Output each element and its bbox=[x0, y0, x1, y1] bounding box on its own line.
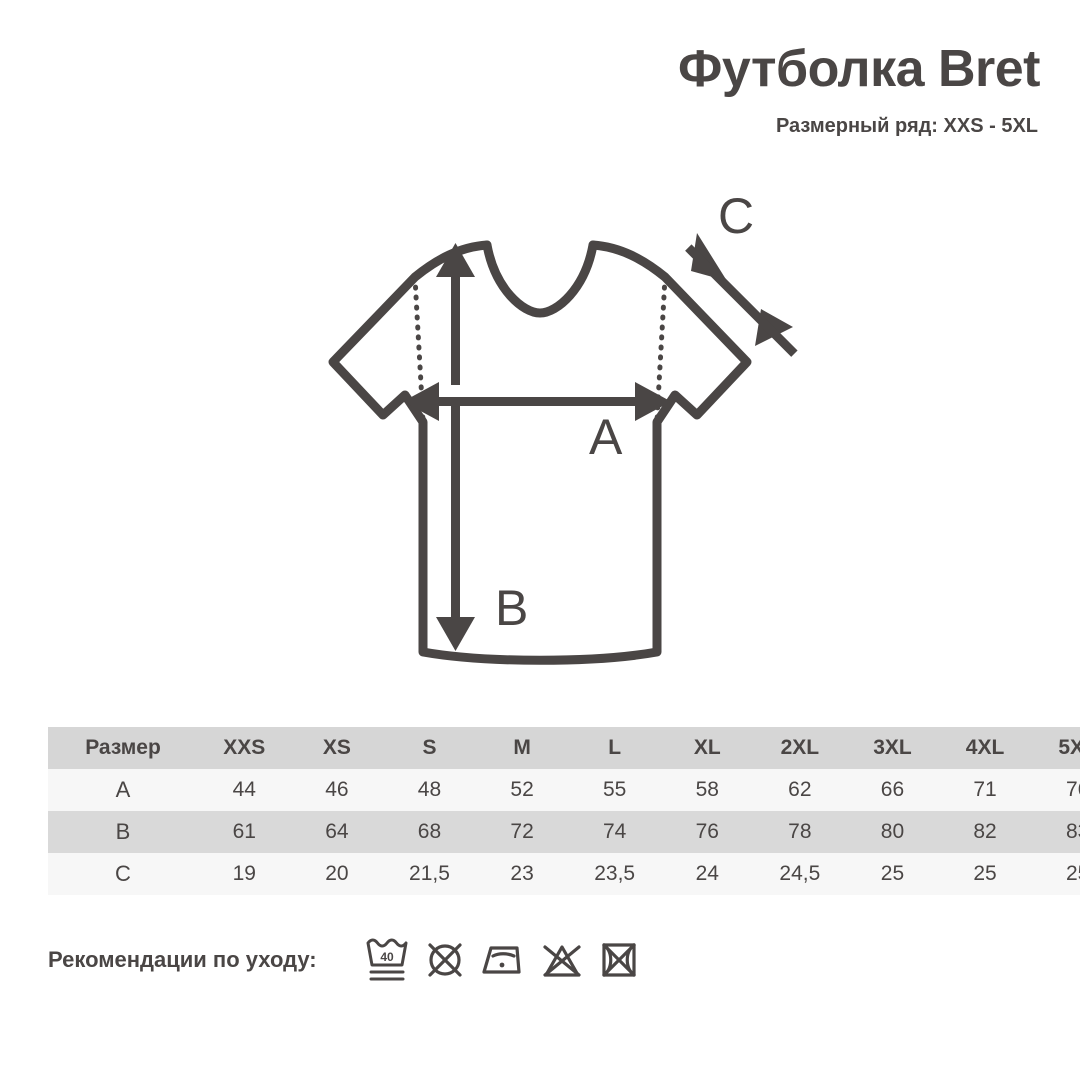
table-header-4xl: 4XL bbox=[938, 727, 1032, 769]
table-header-size-label: Размер bbox=[48, 727, 198, 769]
no-bleach-icon bbox=[543, 945, 581, 977]
cell-c-5xl: 25 bbox=[1031, 853, 1080, 895]
cell-c-2xl: 24,5 bbox=[753, 853, 847, 895]
row-label-c: C bbox=[48, 853, 198, 895]
cell-a-m: 52 bbox=[475, 769, 569, 811]
table-header-xl: XL bbox=[660, 727, 754, 769]
cell-c-l: 23,5 bbox=[568, 853, 661, 895]
collar-icon bbox=[482, 240, 598, 318]
cell-b-2xl: 78 bbox=[753, 811, 847, 853]
table-header-5xl: 5XL bbox=[1031, 727, 1080, 769]
table-row: A 44 46 48 52 55 58 62 66 71 76 bbox=[48, 769, 1080, 811]
page-title: Футболка Bret bbox=[678, 40, 1040, 98]
label-b: B bbox=[495, 580, 528, 636]
table-row: C 19 20 21,5 23 23,5 24 24,5 25 25 25 bbox=[48, 853, 1080, 895]
cell-c-3xl: 25 bbox=[846, 853, 939, 895]
cell-a-l: 55 bbox=[568, 769, 661, 811]
cell-b-l: 74 bbox=[568, 811, 661, 853]
table-header-3xl: 3XL bbox=[846, 727, 939, 769]
cell-b-xs: 64 bbox=[290, 811, 384, 853]
table-header-m: M bbox=[475, 727, 569, 769]
cell-a-4xl: 71 bbox=[938, 769, 1032, 811]
cell-b-m: 72 bbox=[475, 811, 569, 853]
arrow-b-length-icon bbox=[436, 397, 475, 651]
cell-b-5xl: 83 bbox=[1031, 811, 1080, 853]
table-header-xxs: XXS bbox=[198, 727, 291, 769]
cell-b-3xl: 80 bbox=[846, 811, 939, 853]
cell-b-xl: 76 bbox=[660, 811, 754, 853]
size-range-subtitle: Размерный ряд: XXS - 5XL bbox=[775, 114, 1038, 137]
no-dry-clean-icon bbox=[428, 943, 462, 977]
table-header-s: S bbox=[383, 727, 476, 769]
wash-40-gentle-icon: 40 bbox=[366, 938, 408, 981]
arrow-b-top-icon bbox=[436, 243, 475, 385]
size-chart-table: Размер XXS XS S M L XL 2XL 3XL 4XL 5XL A… bbox=[48, 727, 1080, 895]
cell-c-xs: 20 bbox=[290, 853, 384, 895]
tshirt-outline-icon bbox=[328, 240, 752, 665]
cell-c-4xl: 25 bbox=[938, 853, 1032, 895]
arrow-a-width-icon bbox=[403, 382, 671, 421]
cell-c-xxs: 19 bbox=[198, 853, 291, 895]
tshirt-measurement-diagram: A B C bbox=[255, 185, 825, 685]
cell-b-s: 68 bbox=[383, 811, 476, 853]
cell-b-xxs: 61 bbox=[198, 811, 291, 853]
arrow-c-sleeve-icon bbox=[685, 233, 798, 357]
page-header: Футболка Bret Размерный ряд: XXS - 5XL bbox=[678, 42, 1040, 138]
row-label-a: A bbox=[48, 769, 198, 811]
no-tumble-dry-icon bbox=[602, 943, 636, 977]
table-header-row: Размер XXS XS S M L XL 2XL 3XL 4XL 5XL bbox=[48, 727, 1080, 769]
label-a: A bbox=[589, 409, 623, 465]
care-instructions: Рекомендации по уходу: 40 bbox=[48, 930, 639, 990]
label-c: C bbox=[718, 188, 754, 244]
care-symbols-group: 40 bbox=[365, 937, 639, 983]
table-header-l: L bbox=[568, 727, 661, 769]
cell-a-xs: 46 bbox=[290, 769, 384, 811]
cell-c-m: 23 bbox=[475, 853, 569, 895]
care-instructions-label: Рекомендации по уходу: bbox=[48, 947, 317, 972]
cell-a-5xl: 76 bbox=[1031, 769, 1080, 811]
cell-c-s: 21,5 bbox=[383, 853, 476, 895]
table-header-2xl: 2XL bbox=[753, 727, 847, 769]
wash-temperature-text: 40 bbox=[380, 950, 394, 964]
cell-a-xl: 58 bbox=[660, 769, 754, 811]
table-row: B 61 64 68 72 74 76 78 80 82 83 bbox=[48, 811, 1080, 853]
row-label-b: B bbox=[48, 811, 198, 853]
cell-c-xl: 24 bbox=[660, 853, 754, 895]
cell-a-2xl: 62 bbox=[753, 769, 847, 811]
table-header-xs: XS bbox=[290, 727, 384, 769]
iron-low-one-dot-icon bbox=[482, 946, 521, 974]
cell-a-3xl: 66 bbox=[846, 769, 939, 811]
cell-b-4xl: 82 bbox=[938, 811, 1032, 853]
cell-a-xxs: 44 bbox=[198, 769, 291, 811]
cell-a-s: 48 bbox=[383, 769, 476, 811]
